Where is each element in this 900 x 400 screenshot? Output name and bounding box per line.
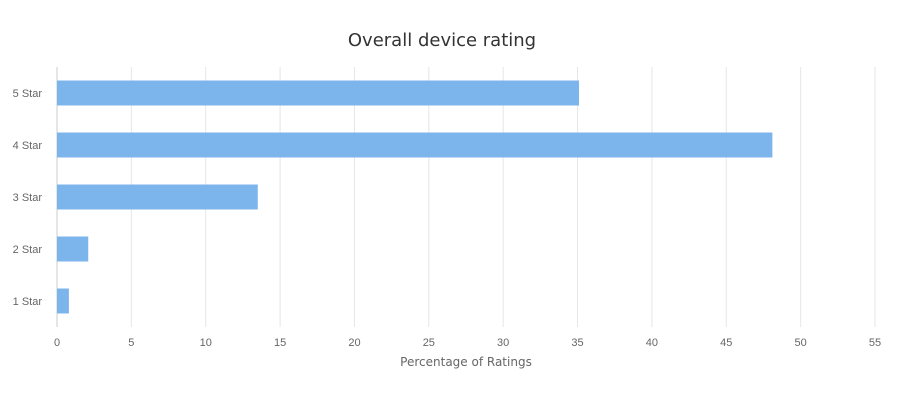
bar-3-star[interactable] — [57, 184, 258, 210]
y-axis-tick-labels: 5 Star 4 Star 3 Star 2 Star 1 Star — [13, 88, 43, 308]
x-tick-label: 45 — [720, 337, 732, 349]
y-tick-label: 2 Star — [13, 244, 43, 256]
bar-4-star[interactable] — [57, 132, 773, 158]
y-tick-label: 4 Star — [13, 140, 43, 152]
y-tick-label: 5 Star — [13, 88, 43, 100]
gridlines — [56, 67, 876, 327]
chart-title: Overall device rating — [348, 30, 536, 51]
x-axis-tick-labels: 0 5 10 15 20 25 30 35 40 45 50 55 — [54, 337, 881, 349]
x-tick-label: 55 — [869, 337, 881, 349]
x-tick-label: 30 — [497, 337, 509, 349]
bar-1-star[interactable] — [57, 288, 69, 314]
x-tick-label: 25 — [423, 337, 435, 349]
y-tick-label: 3 Star — [13, 192, 43, 204]
bars — [57, 80, 773, 314]
x-tick-label: 50 — [795, 337, 807, 349]
x-tick-label: 15 — [274, 337, 286, 349]
x-axis-label: Percentage of Ratings — [400, 355, 532, 369]
x-tick-label: 20 — [348, 337, 360, 349]
x-tick-label: 0 — [54, 337, 60, 349]
x-tick-label: 10 — [200, 337, 212, 349]
y-tick-label: 1 Star — [13, 296, 43, 308]
x-tick-label: 35 — [571, 337, 583, 349]
x-tick-label: 40 — [646, 337, 658, 349]
x-tick-label: 5 — [128, 337, 134, 349]
bar-2-star[interactable] — [57, 236, 89, 262]
bar-5-star[interactable] — [57, 80, 580, 106]
